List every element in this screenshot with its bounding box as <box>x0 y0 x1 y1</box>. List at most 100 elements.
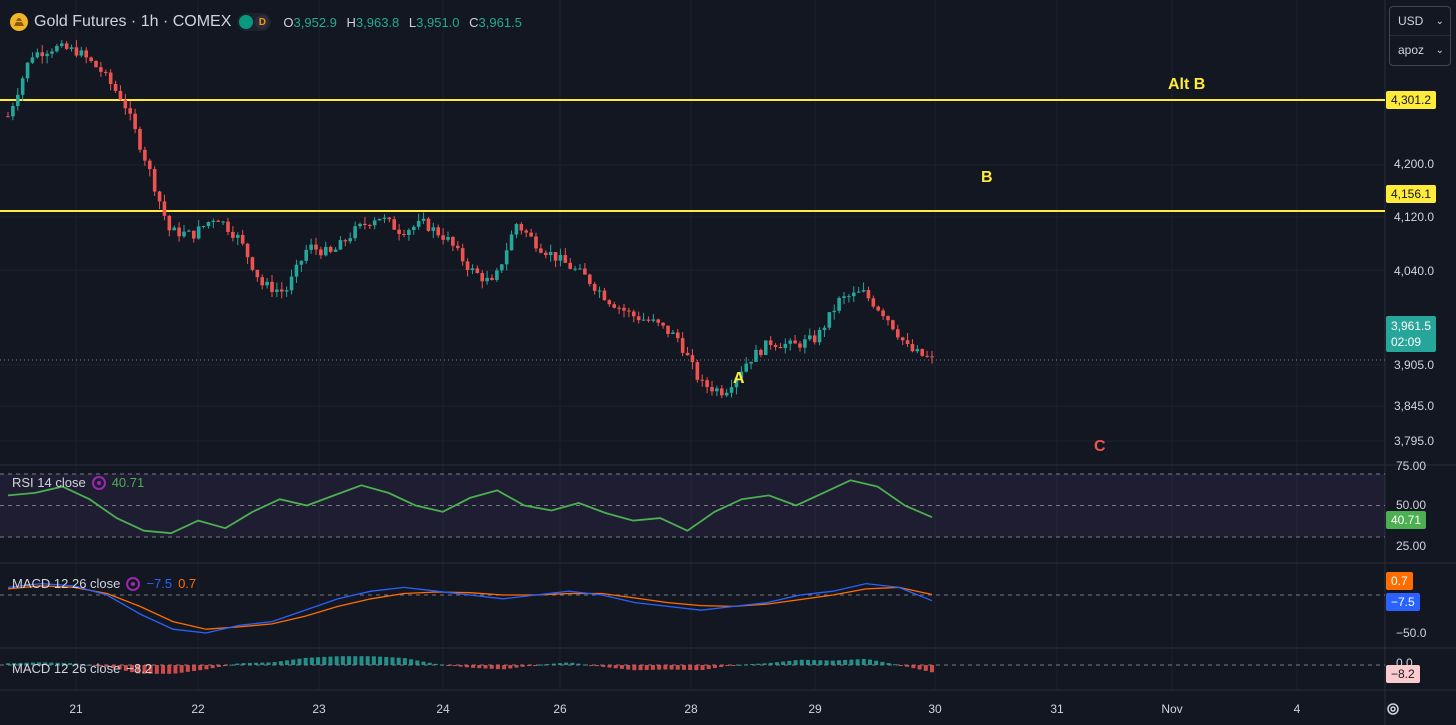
rsi-legend[interactable]: RSI 14 close 40.71 <box>12 475 144 490</box>
candle-body <box>206 222 211 227</box>
histogram-bar <box>663 665 668 670</box>
candle-body <box>514 224 519 235</box>
candle-body <box>856 291 861 293</box>
currency-select[interactable]: USD ⌄ <box>1390 7 1450 35</box>
candle-body <box>343 240 348 242</box>
histogram-bar <box>861 658 866 665</box>
histogram-bar <box>241 663 246 665</box>
histogram-bar <box>297 658 302 665</box>
candle-body <box>837 297 841 311</box>
macd-legend[interactable]: MACD 12 26 close −7.5 0.7 <box>12 576 196 591</box>
gold-logo-icon <box>10 13 28 31</box>
histogram-bar <box>378 656 383 665</box>
candle-body <box>451 237 455 246</box>
histogram-bar <box>849 659 854 665</box>
candle-body <box>607 300 612 305</box>
candle-body <box>6 116 10 118</box>
histogram-bar <box>650 665 655 670</box>
candle-body <box>69 47 74 49</box>
candle-body <box>710 387 714 392</box>
histogram-bar <box>167 665 172 674</box>
chart-settings-button[interactable] <box>1382 698 1404 720</box>
histogram-bar <box>867 659 872 665</box>
candle-body <box>201 226 206 228</box>
histogram-bar <box>917 665 922 670</box>
histogram-bar <box>210 665 215 669</box>
candle-body <box>55 45 59 52</box>
candle-body <box>323 246 328 256</box>
candle-body <box>108 72 113 84</box>
wave-label-b: B <box>981 169 993 186</box>
candle-body <box>177 227 181 237</box>
candle-body <box>778 346 783 349</box>
candle-body <box>671 332 675 334</box>
histogram-last-badge: −8.2 <box>1386 665 1420 683</box>
candle-body <box>460 248 465 262</box>
histogram-bar <box>179 665 184 673</box>
histogram-bar <box>136 665 141 674</box>
level-alt-b-price-badge: 4,301.2 <box>1386 91 1437 109</box>
candle-body <box>675 332 680 339</box>
candle-body <box>245 243 250 258</box>
histogram-bar <box>130 665 135 673</box>
histogram-bar <box>247 662 252 665</box>
histogram-bar <box>303 657 308 665</box>
candle-body <box>592 283 597 291</box>
candle-body <box>191 230 196 239</box>
candle-body <box>157 191 162 202</box>
candle-body <box>416 220 421 227</box>
market-status-pill[interactable]: D <box>237 13 272 31</box>
macd-signal-badge: 0.7 <box>1386 572 1413 590</box>
candle-body <box>470 268 475 271</box>
time-label: 30 <box>928 702 942 716</box>
histogram-bar <box>799 659 804 665</box>
histogram-bar <box>123 665 128 671</box>
candle-body <box>294 264 299 277</box>
histogram-bar <box>198 665 203 671</box>
rsi-last-badge: 40.71 <box>1386 511 1427 529</box>
histogram-bar <box>74 663 79 665</box>
macd-legend-signal: 0.7 <box>178 576 197 591</box>
candle-body <box>25 62 30 79</box>
candle-body <box>666 325 670 334</box>
candle-body <box>235 234 240 238</box>
histogram-bar <box>576 663 581 665</box>
candle-body <box>255 269 260 278</box>
histogram-bar <box>675 665 680 670</box>
candle-body <box>773 345 778 347</box>
candle-body <box>89 57 93 61</box>
histogram-bar <box>471 665 476 668</box>
histogram-bar <box>787 660 792 665</box>
candle-body <box>905 340 910 345</box>
histogram-bar <box>551 663 556 665</box>
unit-select[interactable]: apoz ⌄ <box>1390 35 1450 64</box>
histogram-bar <box>260 662 265 665</box>
histogram-bar <box>805 659 810 665</box>
candle-body <box>881 310 885 317</box>
rsi-tick: 75.00 <box>1396 459 1427 473</box>
symbol-title[interactable]: Gold Futures · 1h · COMEX <box>34 13 232 30</box>
candle-body <box>568 262 573 269</box>
histogram-bar <box>99 665 104 667</box>
histogram-legend[interactable]: MACD 12 26 close −8.2 <box>12 661 152 676</box>
histogram-bar <box>30 662 35 665</box>
candle-body <box>265 281 269 286</box>
currency-unit-menu[interactable]: USD ⌄ apoz ⌄ <box>1389 6 1451 66</box>
candle-body <box>74 47 79 56</box>
chevron-down-icon: ⌄ <box>1435 15 1444 27</box>
candle-body <box>871 298 876 307</box>
candle-body <box>426 218 431 231</box>
histogram-bar <box>619 665 624 669</box>
histogram-bar <box>706 665 711 670</box>
candle-body <box>563 255 568 263</box>
candle-body <box>900 337 905 341</box>
candle-body <box>372 220 377 226</box>
candle-body <box>754 349 758 362</box>
histogram-bar <box>384 657 389 665</box>
candle-body <box>490 277 494 280</box>
candle-body <box>930 356 934 358</box>
candlestick-series <box>6 39 934 399</box>
histogram-bar <box>458 665 463 667</box>
histogram-bar <box>570 662 575 665</box>
